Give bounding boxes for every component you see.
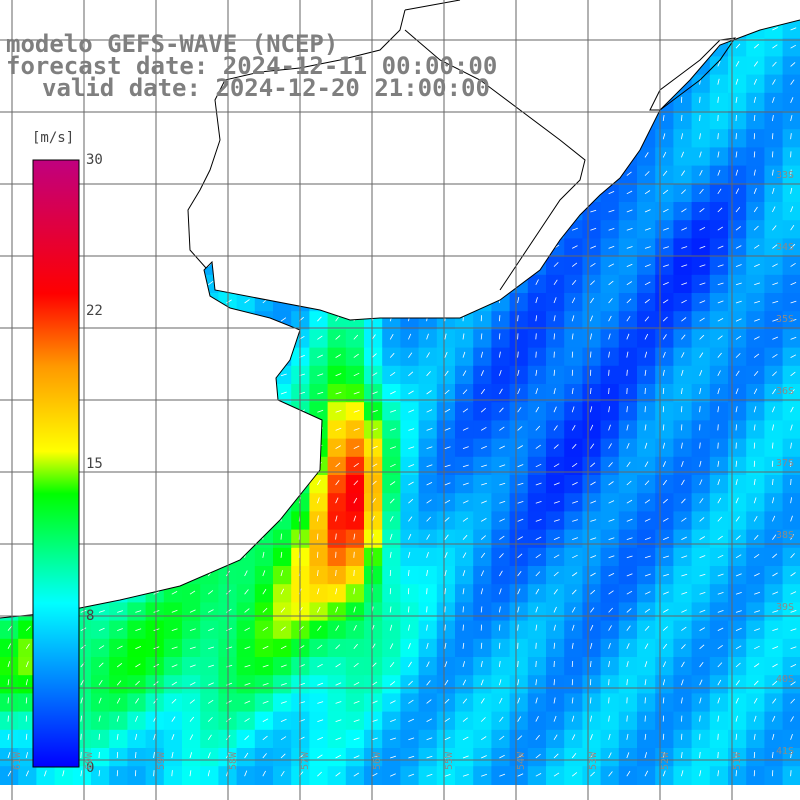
lon-label-52w: 52W: [660, 751, 671, 770]
lon-label-55w: 55W: [444, 751, 455, 770]
lat-label-39s: 39S: [775, 602, 794, 613]
border-uruguay: [187, 0, 461, 269]
lon-label-56w: 56W: [372, 751, 383, 770]
colorbar-tick-22: 22: [86, 303, 103, 319]
lon-label-53w: 53W: [588, 751, 599, 770]
lat-label-37s: 37S: [775, 458, 794, 469]
lat-label-38s: 38S: [775, 530, 794, 541]
lon-label-54w: 54W: [516, 751, 527, 770]
lagoon: [649, 37, 737, 111]
lat-label-41s: 41S: [775, 746, 794, 757]
lon-label-61w: 61W: [12, 751, 23, 770]
title-valid-date: valid date: 2024-12-20 21:00:00: [42, 74, 490, 102]
colorbar-tick-0: 0: [86, 760, 95, 776]
lon-label-51w: 51W: [732, 751, 743, 770]
lon-label-59w: 59W: [156, 751, 167, 770]
colorbar-tick-15: 15: [86, 456, 103, 472]
coastline: [0, 19, 800, 619]
lat-label-35s: 35S: [775, 314, 794, 325]
lat-label-34s: 34S: [775, 242, 794, 253]
lon-label-58w: 58W: [228, 751, 239, 770]
lat-label-33s: 33S: [775, 170, 794, 181]
colorbar-tick-30: 30: [86, 152, 103, 168]
lat-label-40s: 40S: [775, 674, 794, 685]
title-forecast-date: forecast date: 2024-12-11 00:00:00: [6, 52, 498, 80]
lon-label-60w: 60W: [84, 751, 95, 770]
colorbar-tick-8: 8: [86, 608, 95, 624]
border-brazil: [404, 29, 586, 291]
colorbar: [32, 159, 80, 768]
title-model: modelo GEFS-WAVE (NCEP): [6, 30, 339, 58]
colorbar-unit: [m/s]: [32, 130, 75, 146]
lat-label-36s: 36S: [775, 386, 794, 397]
lon-label-57w: 57W: [300, 751, 311, 770]
